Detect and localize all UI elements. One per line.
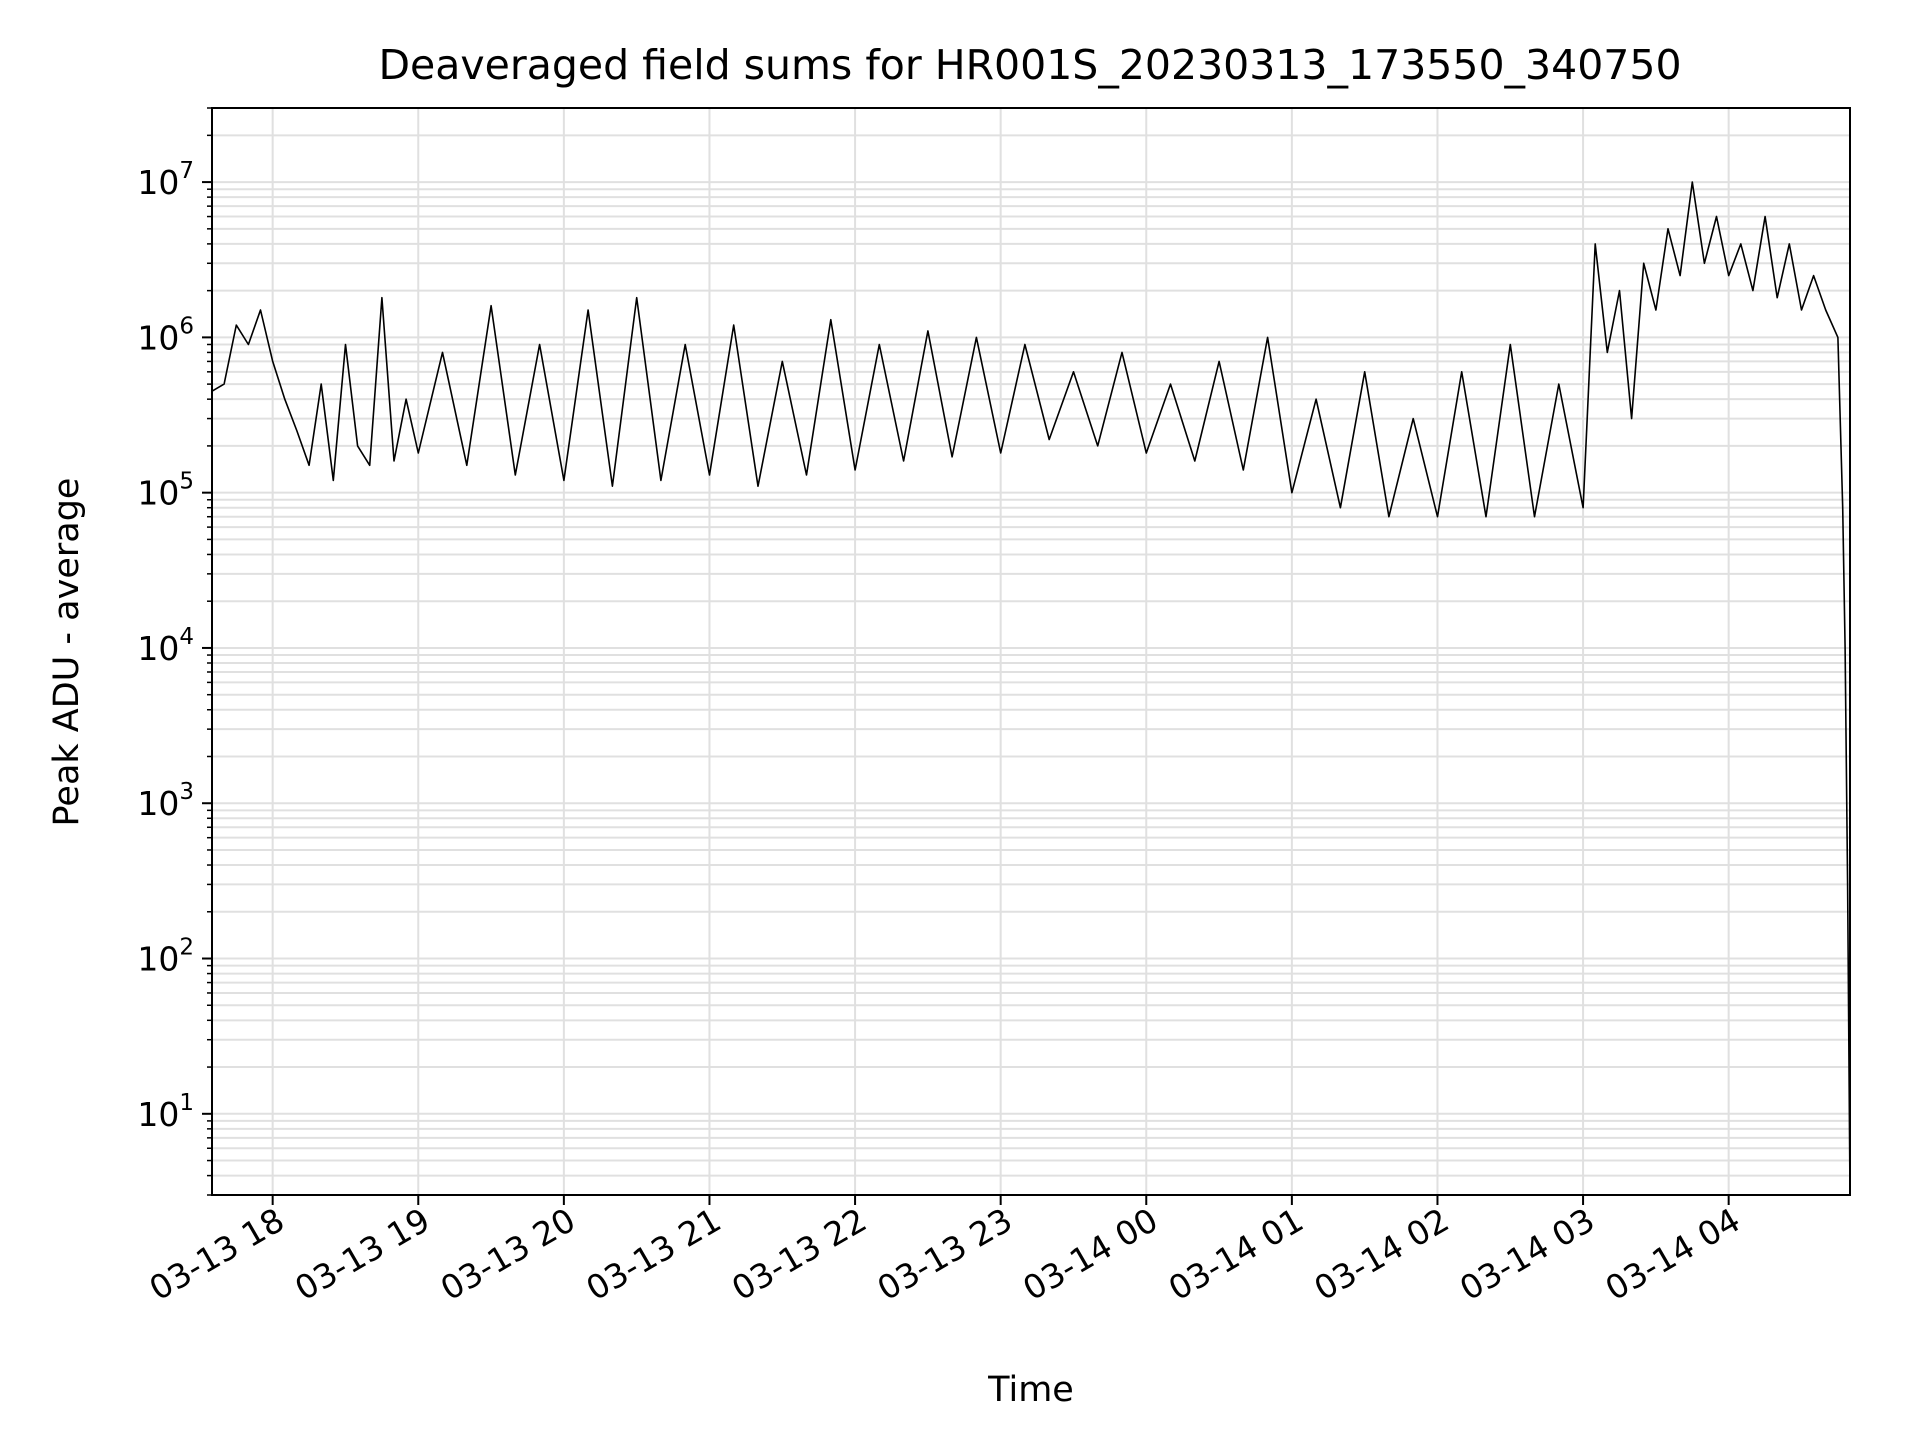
y-tick-label: 102: [137, 935, 194, 979]
series-layer: [211, 181, 1851, 1196]
y-axis-label: Peak ADU - average: [47, 478, 87, 827]
y-tick-label: 105: [137, 469, 194, 513]
chart-title: Deaveraged field sums for HR001S_2023031…: [378, 41, 1681, 89]
y-tick-label: 107: [137, 158, 194, 202]
y-tick-label: 103: [137, 779, 194, 823]
y-tick-label: 101: [137, 1090, 194, 1134]
plot-frame: [211, 107, 1851, 1196]
y-tick-label: 106: [137, 313, 194, 357]
series-line-0: [211, 181, 1851, 1196]
x-axis-label: Time: [987, 1370, 1074, 1410]
grid: [212, 107, 1850, 1196]
y-tick-label: 104: [137, 624, 194, 668]
